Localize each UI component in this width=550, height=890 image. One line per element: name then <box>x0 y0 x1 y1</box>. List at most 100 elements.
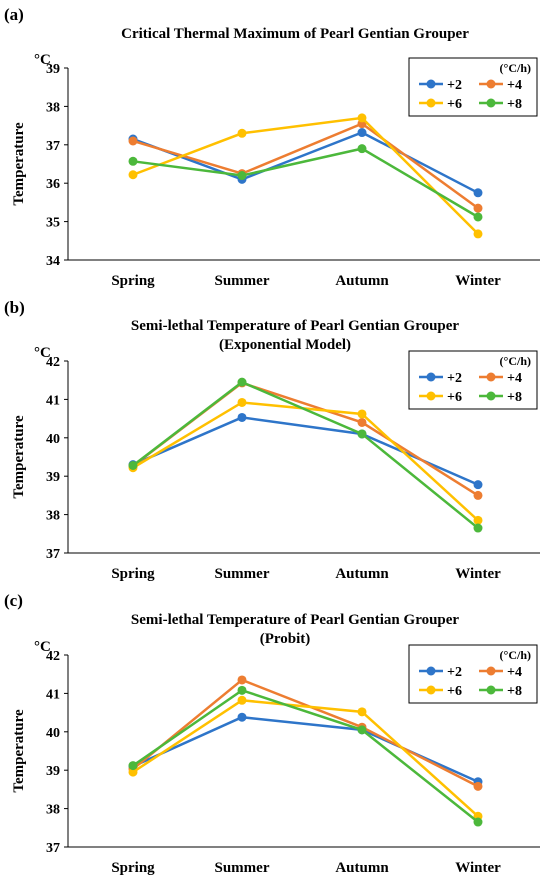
y-unit-label: °C <box>34 639 51 655</box>
series-line-plus6 <box>132 699 479 818</box>
legend-swatch-marker <box>426 372 436 382</box>
data-point-plus8 <box>357 144 367 154</box>
x-tick-label: Winter <box>455 566 501 582</box>
chart-panel-c: (c) Semi-lethal Temperature of Pearl Gent… <box>0 590 550 885</box>
y-tick-label: 35 <box>46 216 60 231</box>
data-point-plus4 <box>237 675 247 685</box>
data-point-plus6 <box>237 397 247 407</box>
chart-title: Critical Thermal Maximum of Pearl Gentia… <box>121 26 469 42</box>
data-point-plus8 <box>128 156 138 166</box>
y-tick-label: 34 <box>46 254 60 269</box>
series-line-plus4 <box>132 678 479 788</box>
data-point-plus8 <box>237 377 247 387</box>
legend-entry-label: +2 <box>447 371 462 386</box>
data-point-plus6 <box>128 170 138 180</box>
data-point-plus2 <box>473 188 483 198</box>
x-tick-label: Summer <box>215 566 270 582</box>
data-point-plus2 <box>237 712 247 722</box>
legend-swatch-marker <box>426 98 436 108</box>
data-point-plus4 <box>473 203 483 213</box>
legend-swatch-marker <box>486 666 496 676</box>
chart-title: Semi-lethal Temperature of Pearl Gentian… <box>131 318 459 334</box>
y-tick-label: 42 <box>46 355 60 370</box>
x-tick-label: Winter <box>455 273 501 289</box>
data-point-plus6 <box>473 515 483 525</box>
x-tick-label: Spring <box>111 566 155 582</box>
data-point-plus4 <box>357 417 367 427</box>
data-point-plus4 <box>473 781 483 791</box>
x-tick-label: Spring <box>111 860 155 876</box>
data-point-plus8 <box>128 460 138 470</box>
panel-label: (b) <box>4 298 25 317</box>
data-point-plus4 <box>473 490 483 500</box>
legend-swatch-marker <box>426 666 436 676</box>
panel-label: (a) <box>4 5 24 24</box>
data-point-plus2 <box>237 412 247 422</box>
data-point-plus6 <box>128 767 138 777</box>
data-point-plus8 <box>473 212 483 222</box>
y-tick-label: 39 <box>46 470 60 485</box>
chart-b-svg: (b) Semi-lethal Temperature of Pearl Gent… <box>4 298 540 582</box>
legend-title: (°C/h) <box>500 61 531 75</box>
y-tick-label: 39 <box>46 764 60 779</box>
data-point-plus4 <box>128 136 138 146</box>
legend-swatch-marker <box>486 98 496 108</box>
series-line-plus8 <box>132 147 479 219</box>
data-point-plus6 <box>473 229 483 239</box>
y-tick-label: 40 <box>46 726 60 741</box>
y-tick-label: 37 <box>46 547 60 562</box>
series-line-plus8 <box>132 688 479 824</box>
legend-entry-label: +6 <box>447 97 462 112</box>
legend-entry-label: +8 <box>507 684 522 699</box>
legend-entry-label: +4 <box>507 371 522 386</box>
data-point-plus8 <box>473 523 483 533</box>
y-tick-label: 38 <box>46 803 60 818</box>
legend-entry-label: +4 <box>507 665 522 680</box>
data-point-plus8 <box>357 725 367 735</box>
data-point-plus2 <box>357 128 367 138</box>
data-point-plus6 <box>237 695 247 705</box>
y-tick-label: 42 <box>46 649 60 664</box>
data-point-plus8 <box>128 761 138 771</box>
y-tick-label: 36 <box>46 177 60 192</box>
y-tick-label: 39 <box>46 62 60 77</box>
series-line-plus2 <box>132 131 479 194</box>
legend-entry-label: +8 <box>507 390 522 405</box>
legend-swatch-marker <box>426 391 436 401</box>
chart-subtitle: (Exponential Model) <box>219 337 351 353</box>
legend-title: (°C/h) <box>500 354 531 368</box>
y-tick-label: 41 <box>46 393 60 408</box>
data-point-plus8 <box>473 817 483 827</box>
data-point-plus6 <box>357 113 367 123</box>
legend-entry-label: +8 <box>507 97 522 112</box>
data-point-plus8 <box>357 429 367 439</box>
x-tick-label: Autumn <box>335 566 389 582</box>
data-point-plus6 <box>357 409 367 419</box>
panel-label: (c) <box>4 591 23 610</box>
legend-entry-label: +2 <box>447 665 462 680</box>
x-tick-label: Autumn <box>335 273 389 289</box>
x-tick-label: Spring <box>111 273 155 289</box>
legend-entry-label: +4 <box>507 78 522 93</box>
legend-swatch-marker <box>426 79 436 89</box>
y-axis-label: Temperature <box>11 122 27 206</box>
y-tick-label: 37 <box>46 139 60 154</box>
y-tick-label: 37 <box>46 841 60 856</box>
data-point-plus6 <box>237 128 247 138</box>
y-tick-label: 41 <box>46 687 60 702</box>
legend-entry-label: +6 <box>447 390 462 405</box>
chart-a-svg: (a) Critical Thermal Maximum of Pearl Gen… <box>4 5 540 289</box>
x-tick-label: Winter <box>455 860 501 876</box>
chart-c-svg: (c) Semi-lethal Temperature of Pearl Gent… <box>4 591 540 876</box>
data-point-plus8 <box>237 171 247 181</box>
legend-entry-label: +6 <box>447 684 462 699</box>
legend-swatch-marker <box>486 391 496 401</box>
x-tick-label: Autumn <box>335 860 389 876</box>
y-tick-label: 38 <box>46 509 60 524</box>
chart-panel-b: (b) Semi-lethal Temperature of Pearl Gent… <box>0 295 550 590</box>
chart-subtitle: (Probit) <box>260 631 311 647</box>
chart-title: Semi-lethal Temperature of Pearl Gentian… <box>131 612 459 628</box>
legend-swatch-marker <box>486 79 496 89</box>
x-tick-label: Summer <box>215 860 270 876</box>
data-point-plus2 <box>473 480 483 490</box>
